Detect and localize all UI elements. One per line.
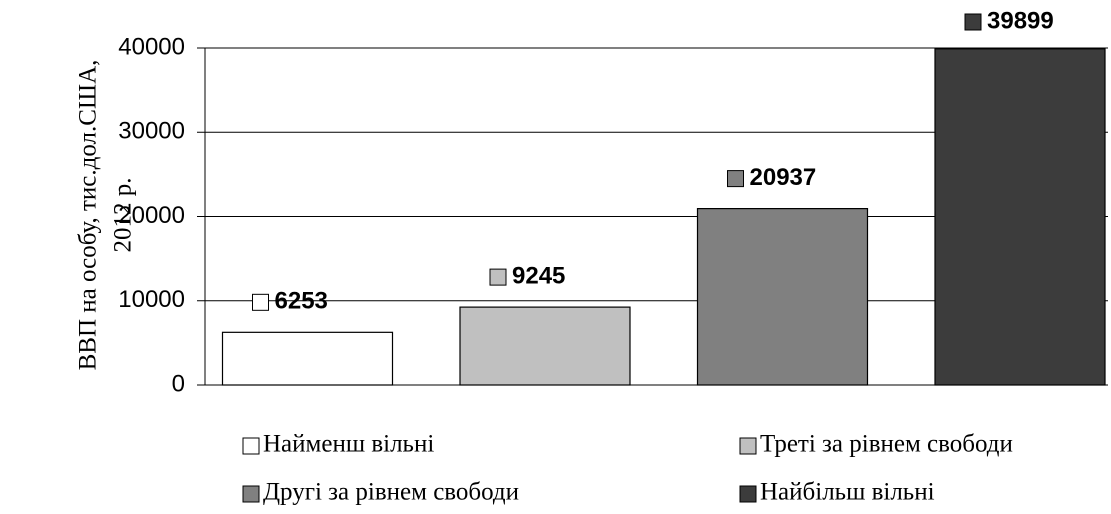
legend-label: Другі за рівнем свободи bbox=[263, 479, 519, 506]
y-tick-label: 0 bbox=[172, 370, 185, 397]
legend-label: Найбільш вільні bbox=[760, 479, 935, 506]
bar bbox=[459, 306, 631, 386]
bar bbox=[221, 331, 394, 386]
y-axis-label: ВВП на особу, тис.дол.США, bbox=[75, 60, 102, 371]
data-label: 9245 bbox=[512, 262, 565, 289]
y-tick-label: 40000 bbox=[118, 33, 185, 60]
legend-label: Треті за рівнем свободи bbox=[760, 431, 1013, 458]
y-axis-label: 2012 р. bbox=[110, 178, 137, 253]
y-tick-label: 30000 bbox=[118, 118, 185, 145]
bar bbox=[696, 208, 869, 386]
y-tick-label: 20000 bbox=[118, 202, 185, 229]
legend-label: Найменш вільні bbox=[263, 431, 434, 458]
legend-key bbox=[739, 485, 757, 503]
legend-key bbox=[242, 485, 260, 503]
data-label-key bbox=[727, 170, 744, 188]
data-label-key bbox=[489, 268, 507, 286]
data-label: 20937 bbox=[750, 164, 817, 191]
data-label: 39899 bbox=[987, 7, 1054, 34]
y-tick-label: 10000 bbox=[118, 286, 185, 313]
data-label-key bbox=[964, 13, 982, 31]
data-label-key bbox=[252, 293, 269, 311]
legend-key bbox=[739, 437, 757, 455]
data-label: 6253 bbox=[275, 288, 328, 315]
legend-key bbox=[242, 437, 260, 455]
bar bbox=[934, 48, 1106, 386]
